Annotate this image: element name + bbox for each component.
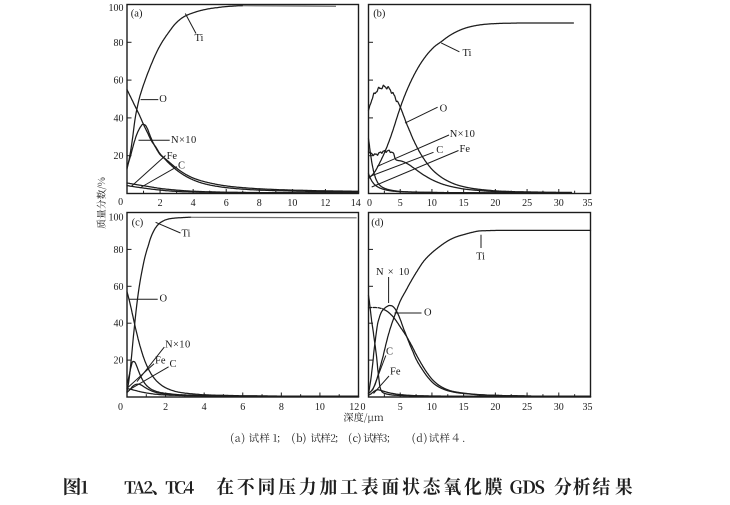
svg-text:Ti: Ti	[195, 33, 204, 44]
svg-text:14: 14	[351, 198, 361, 209]
svg-text:25: 25	[522, 402, 532, 413]
svg-text:Fe: Fe	[460, 144, 471, 155]
svg-text:N×10: N×10	[450, 129, 476, 140]
svg-text:N: N	[376, 267, 384, 278]
svg-text:O: O	[440, 104, 448, 115]
svg-text:4: 4	[191, 198, 196, 209]
svg-text:20: 20	[490, 198, 500, 209]
svg-text:10: 10	[399, 267, 410, 278]
svg-text:C: C	[436, 145, 443, 156]
svg-text:35: 35	[583, 402, 593, 413]
svg-text:25: 25	[522, 198, 532, 209]
svg-text:8: 8	[257, 198, 262, 209]
svg-text:Ti: Ti	[476, 252, 485, 263]
svg-text:60: 60	[114, 76, 124, 87]
svg-text:80: 80	[114, 38, 124, 49]
svg-text:Fe: Fe	[167, 151, 178, 162]
svg-text:N×10: N×10	[171, 135, 197, 146]
svg-text:C: C	[178, 161, 185, 172]
svg-text:(c): (c)	[132, 217, 144, 228]
svg-text:100: 100	[109, 3, 124, 14]
svg-text:Ti: Ti	[463, 48, 472, 59]
svg-text:O: O	[159, 94, 167, 105]
svg-text:N×10: N×10	[165, 340, 191, 351]
svg-text:0: 0	[118, 402, 123, 413]
svg-text:15: 15	[459, 198, 469, 209]
svg-text:2: 2	[163, 402, 168, 413]
svg-text:0: 0	[361, 402, 366, 413]
svg-text:20: 20	[490, 402, 500, 413]
svg-text:10: 10	[287, 198, 297, 209]
svg-text:C: C	[170, 359, 177, 370]
svg-text:30: 30	[554, 402, 564, 413]
svg-text:6: 6	[224, 198, 229, 209]
svg-text:(a): (a)	[131, 9, 143, 20]
svg-text:8: 8	[279, 402, 284, 413]
svg-text:C: C	[386, 347, 393, 358]
svg-text:(d): (d)	[371, 217, 384, 228]
svg-text:O: O	[160, 294, 168, 305]
svg-text:12: 12	[320, 198, 330, 209]
svg-text:35: 35	[583, 198, 593, 209]
svg-text:5: 5	[398, 198, 403, 209]
svg-text:20: 20	[114, 356, 124, 367]
svg-text:60: 60	[114, 282, 124, 293]
svg-text:4: 4	[202, 402, 207, 413]
svg-text:10: 10	[427, 402, 437, 413]
svg-text:40: 40	[114, 319, 124, 330]
svg-text:O: O	[424, 308, 432, 319]
svg-text:2: 2	[158, 198, 163, 209]
svg-text:30: 30	[554, 198, 564, 209]
svg-text:×: ×	[388, 267, 394, 278]
svg-text:Fe: Fe	[390, 367, 401, 378]
svg-text:6: 6	[240, 402, 245, 413]
svg-text:Fe: Fe	[155, 356, 166, 367]
svg-text:80: 80	[114, 245, 124, 256]
svg-text:0: 0	[367, 198, 372, 209]
svg-text:10: 10	[315, 402, 325, 413]
svg-text:100: 100	[109, 212, 124, 223]
svg-text:20: 20	[114, 151, 124, 162]
svg-text:40: 40	[114, 113, 124, 124]
svg-text:12: 12	[349, 402, 359, 413]
svg-text:(b): (b)	[373, 9, 386, 20]
svg-text:0: 0	[118, 197, 123, 208]
svg-text:Ti: Ti	[182, 229, 191, 240]
svg-text:10: 10	[427, 198, 437, 209]
svg-text:5: 5	[398, 402, 403, 413]
svg-text:15: 15	[459, 402, 469, 413]
